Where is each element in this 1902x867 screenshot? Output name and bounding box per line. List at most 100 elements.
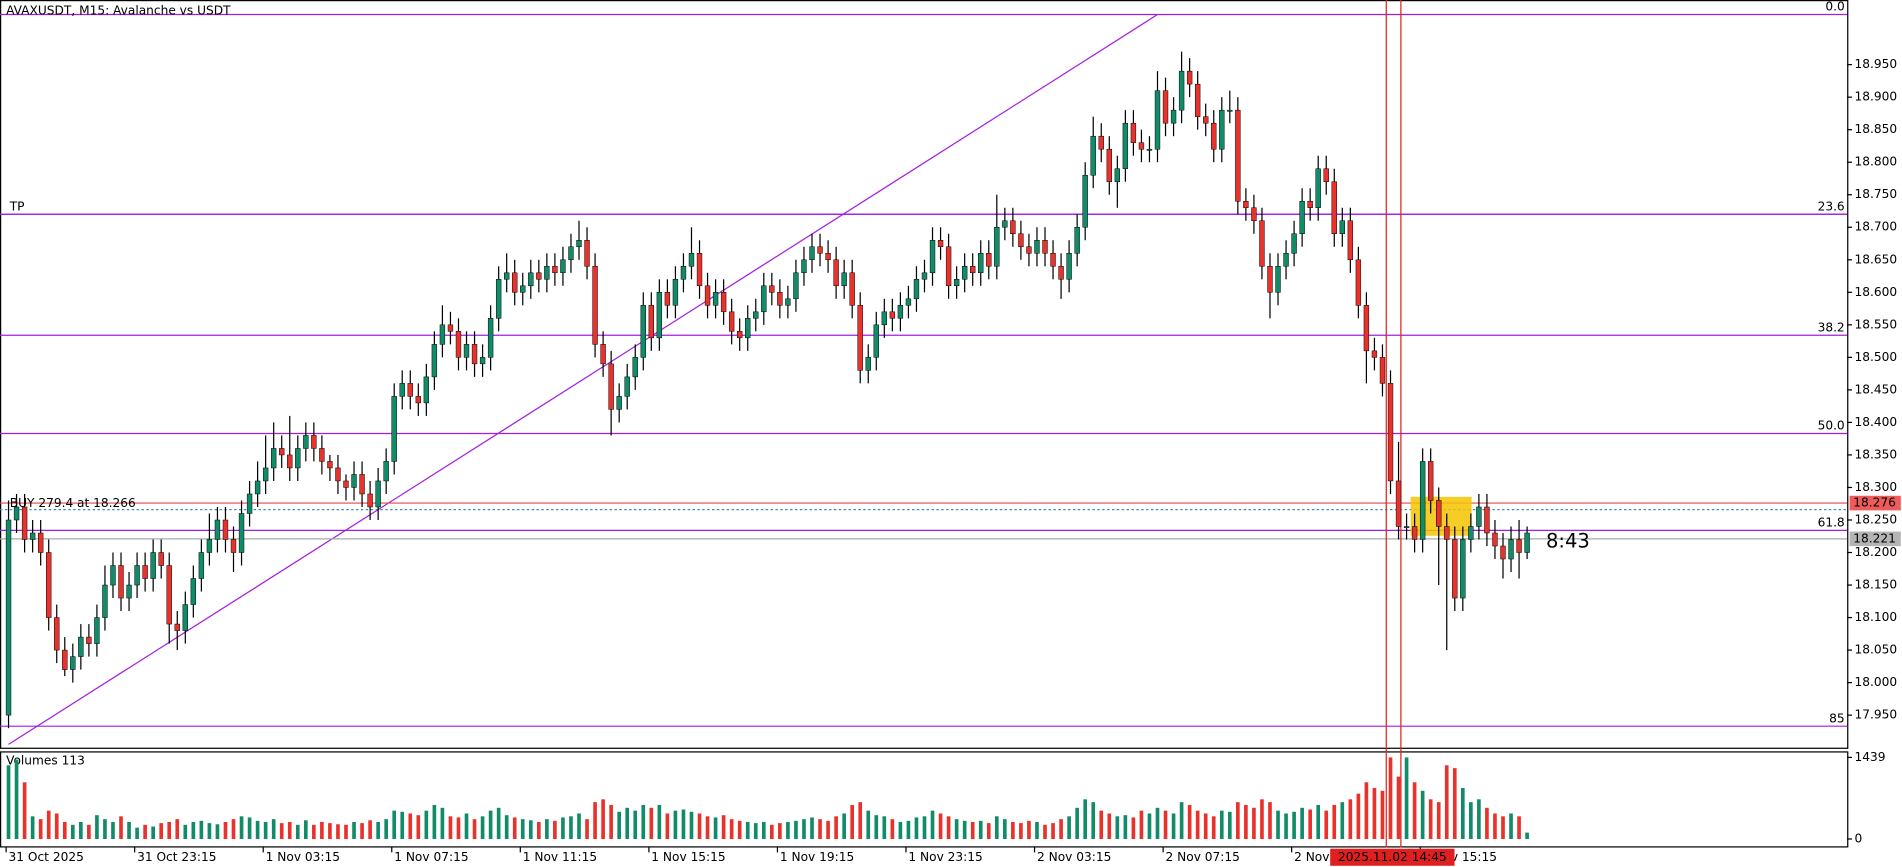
volume-bar (1083, 799, 1088, 839)
volume-bar (1525, 832, 1529, 839)
volume-bar (681, 809, 686, 839)
volume-bar (689, 811, 694, 839)
volume-bar (1059, 819, 1063, 839)
volume-bar (1356, 793, 1361, 839)
volume-bar (1155, 807, 1160, 839)
candle-body (359, 474, 365, 495)
candle-body (1130, 122, 1137, 143)
candle-body (1460, 539, 1466, 599)
volume-bar (778, 823, 782, 839)
volume-bar (22, 782, 27, 839)
volume-bar (1236, 802, 1240, 839)
volume-bar (962, 820, 967, 839)
volume-bar (384, 819, 388, 839)
fib-label: 38.2 (1818, 320, 1845, 334)
volume-bar (1509, 813, 1513, 839)
volume-bar (1043, 824, 1047, 839)
volume-bar (38, 819, 43, 839)
volume-bar (416, 815, 421, 839)
candle-body (1411, 526, 1418, 540)
volume-bar (1260, 799, 1264, 839)
volume-bar (183, 824, 188, 839)
volume-bar (1436, 802, 1441, 839)
candle-body (656, 292, 663, 339)
volume-bar (62, 821, 67, 839)
candle-body (584, 240, 590, 267)
candle-body (1058, 266, 1064, 280)
candle-body (319, 448, 325, 462)
volume-bar (858, 802, 863, 839)
volume-bar (770, 824, 774, 839)
candle-body (1299, 200, 1305, 235)
x-tick-label: 2 Nov 03:15 (1037, 850, 1111, 864)
volume-bar (223, 821, 228, 839)
candle-body (158, 552, 164, 566)
candle-body (552, 266, 558, 274)
candle-body (13, 506, 20, 521)
candle-body (1194, 83, 1201, 117)
volume-bar (553, 820, 557, 839)
candle-body (504, 272, 510, 280)
candle-body (1484, 506, 1490, 534)
volume-bar (761, 821, 766, 839)
candle-body (1002, 220, 1008, 228)
candle-body (512, 272, 518, 293)
volume-bar (271, 819, 276, 839)
volume-bar (1035, 821, 1039, 839)
volume-bar (721, 815, 726, 839)
volume-bar (1469, 802, 1473, 839)
candle-body (37, 532, 44, 553)
volume-tick-label: 1439 (1854, 750, 1885, 764)
y-tick-label: 18.800 (1854, 155, 1897, 169)
candle-body (688, 253, 695, 267)
volume-bar (1444, 765, 1449, 839)
volume-bar (978, 820, 983, 839)
volume-bar (111, 821, 115, 839)
volume-bar (697, 813, 702, 839)
candle-body (343, 480, 349, 488)
volume-bar (1091, 802, 1096, 839)
candle-body (1042, 240, 1048, 254)
volume-bar (1252, 807, 1256, 839)
candle-body (327, 461, 333, 469)
volume-bar (713, 817, 718, 839)
candle-timer: 8:43 (1546, 529, 1590, 552)
candle-body (142, 565, 148, 579)
candle-body (463, 344, 470, 358)
candle-body (1339, 220, 1345, 235)
volume-bar (1396, 776, 1401, 839)
volume-bar (1139, 810, 1144, 839)
volume-bar (207, 823, 212, 839)
volume-bar (368, 820, 372, 839)
volume-bar (119, 816, 123, 839)
volume-bar (970, 821, 975, 839)
volume-bar (1501, 816, 1505, 839)
candle-body (1186, 70, 1193, 85)
volume-bar (295, 824, 300, 839)
y-tick-label: 18.350 (1854, 447, 1897, 461)
candle-body (632, 357, 638, 378)
candle-body (873, 324, 879, 358)
candle-body (1034, 240, 1040, 254)
candle-body (214, 519, 221, 540)
candle-body (439, 324, 446, 345)
candle-body (335, 467, 341, 482)
crosshair-time: 2025.11.02 14:45 (1338, 850, 1447, 864)
x-tick-label: 31 Oct 23:15 (137, 850, 216, 864)
volume-bar (1123, 815, 1128, 839)
candle-body (1219, 109, 1225, 150)
candle-body (1291, 233, 1297, 254)
y-tick-label: 18.150 (1854, 578, 1897, 592)
candle-body (528, 272, 534, 287)
volume-bar (866, 810, 871, 839)
candle-body (817, 246, 823, 254)
candle-body (793, 272, 799, 300)
y-tick-label: 18.450 (1854, 382, 1897, 396)
volume-bar (1276, 810, 1280, 839)
candle-body (1066, 253, 1072, 280)
crosshair-time-box (1330, 848, 1455, 866)
y-tick-label: 18.100 (1854, 610, 1897, 624)
position-label: BUY 279.4 at 18.266 (10, 496, 136, 510)
candle-body (1492, 532, 1498, 547)
candle-body (415, 396, 421, 404)
